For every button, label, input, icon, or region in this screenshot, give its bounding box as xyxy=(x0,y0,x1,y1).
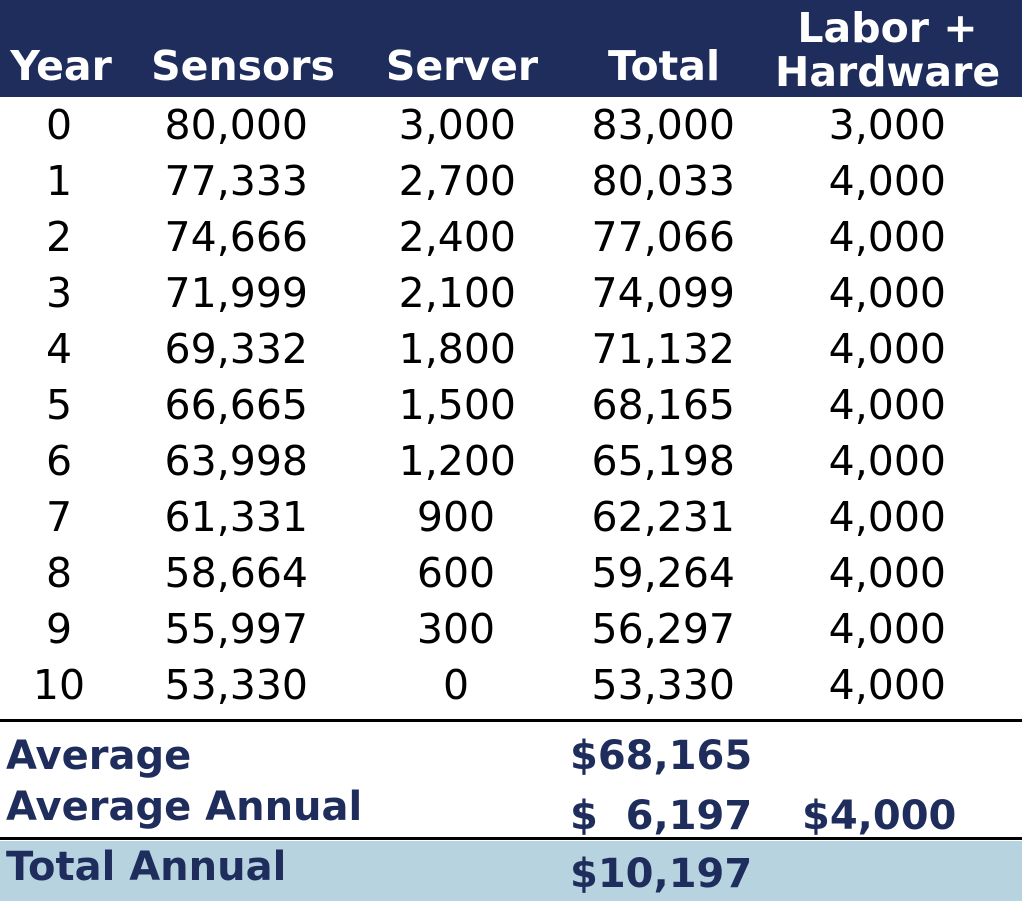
cell-sensors: 80,000 xyxy=(164,101,308,149)
cell-labor: 4,000 xyxy=(828,661,946,709)
header-year: Year xyxy=(10,42,112,90)
cell-sensors: 61,331 xyxy=(164,493,308,541)
total-annual-total: $10,197 xyxy=(570,851,753,897)
cell-server: 600 xyxy=(416,549,496,597)
header-server: Server xyxy=(385,42,539,90)
cell-total: 74,099 xyxy=(591,269,735,317)
cell-server: 1,200 xyxy=(398,437,516,485)
cell-year: 8 xyxy=(45,549,73,597)
average-annual-label: Average Annual xyxy=(6,784,363,830)
cell-server: 2,700 xyxy=(398,157,516,205)
header-total: Total xyxy=(607,42,720,90)
cell-labor: 4,000 xyxy=(828,157,946,205)
header-labor-line2: Hardware xyxy=(775,48,1001,96)
total-annual-label: Total Annual xyxy=(6,844,287,890)
cell-year: 10 xyxy=(32,661,86,709)
cell-labor: 4,000 xyxy=(828,437,946,485)
cell-sensors: 58,664 xyxy=(164,549,308,597)
table-row: 7 61,331 900 62,231 4,000 xyxy=(0,489,1022,545)
cell-total: 56,297 xyxy=(591,605,735,653)
cell-sensors: 63,998 xyxy=(164,437,308,485)
divider-line xyxy=(0,719,1022,722)
table-row: 9 55,997 300 56,297 4,000 xyxy=(0,601,1022,657)
cell-total: 77,066 xyxy=(591,213,735,261)
cell-total: 53,330 xyxy=(591,661,735,709)
cell-server: 1,500 xyxy=(398,381,516,429)
cell-year: 1 xyxy=(45,157,73,205)
table-row: 0 80,000 3,000 83,000 3,000 xyxy=(0,97,1022,153)
cell-year: 9 xyxy=(45,605,73,653)
cell-total: 68,165 xyxy=(591,381,735,429)
table-row: 8 58,664 600 59,264 4,000 xyxy=(0,545,1022,601)
cell-labor: 4,000 xyxy=(828,549,946,597)
cell-total: 80,033 xyxy=(591,157,735,205)
cell-sensors: 66,665 xyxy=(164,381,308,429)
header-labor-line1: Labor + xyxy=(797,4,978,52)
cell-sensors: 55,997 xyxy=(164,605,308,653)
cell-labor: 4,000 xyxy=(828,493,946,541)
table-row: 3 71,999 2,100 74,099 4,000 xyxy=(0,265,1022,321)
cell-server: 0 xyxy=(442,661,470,709)
cell-total: 59,264 xyxy=(591,549,735,597)
table-row: 5 66,665 1,500 68,165 4,000 xyxy=(0,377,1022,433)
cell-year: 2 xyxy=(45,213,73,261)
cell-server: 2,400 xyxy=(398,213,516,261)
cell-sensors: 53,330 xyxy=(164,661,308,709)
cell-server: 1,800 xyxy=(398,325,516,373)
divider-line xyxy=(0,837,1022,840)
cell-sensors: 77,333 xyxy=(164,157,308,205)
cell-sensors: 71,999 xyxy=(164,269,308,317)
cell-server: 2,100 xyxy=(398,269,516,317)
cell-total: 71,132 xyxy=(591,325,735,373)
cell-labor: 4,000 xyxy=(828,269,946,317)
table-row: 4 69,332 1,800 71,132 4,000 xyxy=(0,321,1022,377)
cell-labor: 4,000 xyxy=(828,605,946,653)
header-labor-hardware: Labor + Hardware xyxy=(775,6,1000,94)
cell-year: 4 xyxy=(45,325,73,373)
table-row: 6 63,998 1,200 65,198 4,000 xyxy=(0,433,1022,489)
cell-labor: 3,000 xyxy=(828,101,946,149)
table-row: 10 53,330 0 53,330 4,000 xyxy=(0,657,1022,713)
table-row: 2 74,666 2,400 77,066 4,000 xyxy=(0,209,1022,265)
cell-total: 62,231 xyxy=(591,493,735,541)
cell-year: 5 xyxy=(45,381,73,429)
cell-sensors: 69,332 xyxy=(164,325,308,373)
average-annual-labor: $4,000 xyxy=(802,793,957,839)
cell-labor: 4,000 xyxy=(828,381,946,429)
cell-total: 83,000 xyxy=(591,101,735,149)
cell-server: 3,000 xyxy=(398,101,516,149)
header-sensors: Sensors xyxy=(151,42,335,90)
cell-year: 3 xyxy=(45,269,73,317)
cell-year: 6 xyxy=(45,437,73,485)
cell-labor: 4,000 xyxy=(828,213,946,261)
average-label: Average xyxy=(6,733,192,779)
cell-server: 900 xyxy=(416,493,496,541)
cell-server: 300 xyxy=(416,605,496,653)
average-total: $68,165 xyxy=(570,733,753,779)
table-header: Year Sensors Server Total Labor + Hardwa… xyxy=(0,0,1022,97)
cell-year: 0 xyxy=(45,101,73,149)
total-annual-row xyxy=(0,841,1022,901)
cell-total: 65,198 xyxy=(591,437,735,485)
cell-year: 7 xyxy=(45,493,73,541)
cell-labor: 4,000 xyxy=(828,325,946,373)
average-annual-total: $ 6,197 xyxy=(570,793,753,839)
cell-sensors: 74,666 xyxy=(164,213,308,261)
table-row: 1 77,333 2,700 80,033 4,000 xyxy=(0,153,1022,209)
